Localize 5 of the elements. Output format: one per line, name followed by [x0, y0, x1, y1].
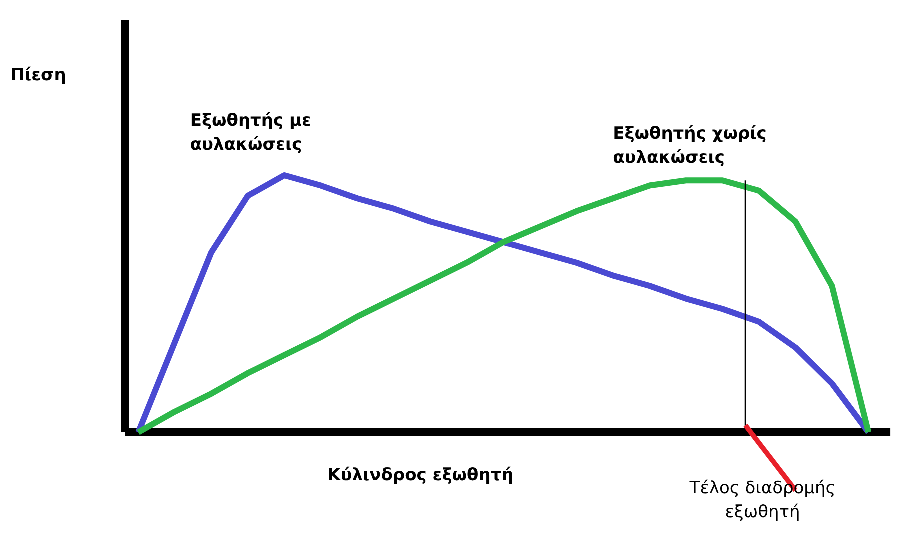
x-axis-title: Κύλινδρος εξωθητή: [328, 465, 514, 486]
text: Τέλος διαδρομής εξωθητή: [688, 478, 836, 523]
series-label: Εξωθητής με αυλακώσεις: [190, 110, 312, 155]
series-label: Εξωθητής χωρίς αυλακώσεις: [613, 124, 767, 168]
text: Πίεση: [10, 66, 66, 86]
